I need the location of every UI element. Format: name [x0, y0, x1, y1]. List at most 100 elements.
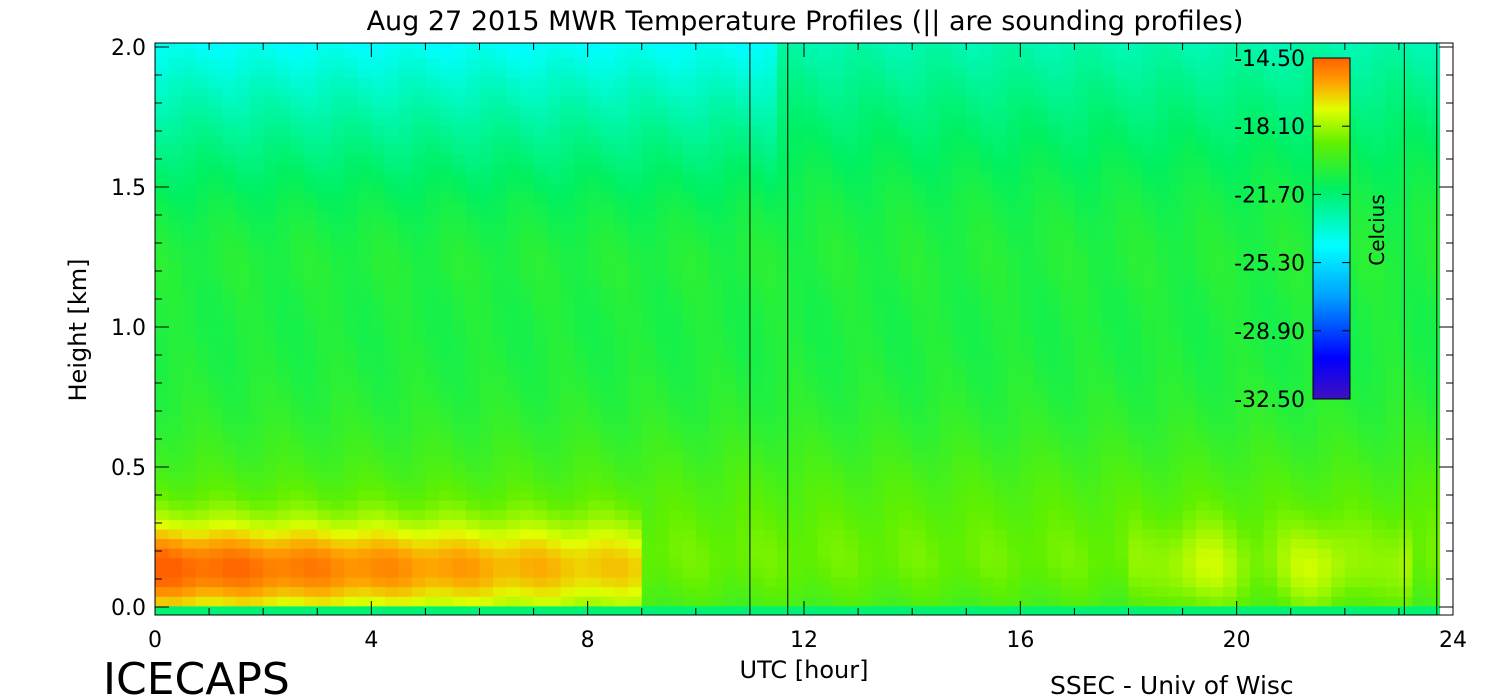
heatmap-cell [236, 317, 251, 328]
heatmap-cell [249, 346, 264, 357]
heatmap-cell [831, 230, 846, 242]
heatmap-cell [1209, 259, 1224, 270]
heatmap-cell [763, 86, 778, 97]
heatmap-cell [898, 605, 913, 615]
heatmap-cell [628, 96, 643, 107]
heatmap-cell [1101, 43, 1116, 49]
heatmap-cell [222, 346, 237, 357]
heatmap-cell [1196, 471, 1211, 482]
heatmap-cell [858, 327, 873, 338]
heatmap-cell [425, 240, 440, 251]
heatmap-cell [641, 548, 656, 559]
heatmap-cell [1142, 346, 1157, 357]
heatmap-cell [371, 259, 386, 270]
heatmap-cell [465, 211, 481, 222]
heatmap-cell [993, 86, 1008, 97]
heatmap-cell [209, 43, 224, 49]
heatmap-cell [452, 327, 467, 338]
heatmap-cell [966, 221, 981, 232]
heatmap-cell [1155, 115, 1170, 126]
heatmap-cell [736, 115, 751, 126]
heatmap-cell [682, 48, 697, 59]
heatmap-cell [695, 355, 710, 367]
heatmap-cell [1182, 67, 1197, 78]
heatmap-cell [682, 586, 697, 597]
heatmap-cell [1155, 394, 1170, 405]
heatmap-cell [831, 557, 846, 568]
heatmap-cell [1033, 365, 1048, 376]
heatmap-cell [1209, 355, 1224, 367]
heatmap-cell [993, 48, 1008, 59]
heatmap-cell [330, 125, 345, 136]
heatmap-cell [641, 298, 656, 309]
heatmap-cell [1033, 202, 1048, 213]
heatmap-cell [1223, 423, 1238, 434]
heatmap-cell [709, 317, 724, 328]
heatmap-cell [547, 605, 562, 615]
heatmap-cell [465, 548, 481, 559]
heatmap-cell [398, 240, 413, 251]
heatmap-cell [1020, 86, 1035, 97]
heatmap-cell [168, 432, 183, 443]
heatmap-cell [682, 548, 697, 559]
heatmap-cell [641, 182, 656, 194]
heatmap-cell [411, 221, 427, 232]
heatmap-cell [344, 538, 359, 549]
heatmap-cell [479, 605, 494, 615]
heatmap-cell [1142, 144, 1157, 155]
heatmap-cell [993, 153, 1008, 165]
heatmap-cell [614, 240, 629, 251]
heatmap-cell [979, 278, 994, 290]
heatmap-cell [749, 471, 765, 482]
heatmap-cell [1250, 423, 1265, 434]
heatmap-cell [317, 327, 332, 338]
heatmap-cell [844, 48, 859, 59]
heatmap-cell [303, 586, 318, 597]
heatmap-cell [898, 240, 913, 251]
heatmap-cell [303, 548, 318, 559]
heatmap-cell [614, 576, 629, 588]
heatmap-cell [249, 269, 264, 280]
heatmap-cell [560, 173, 575, 184]
heatmap-cell [939, 548, 954, 559]
heatmap-cell [1169, 548, 1184, 559]
heatmap-cell [912, 403, 927, 415]
heatmap-cell [547, 125, 562, 136]
heatmap-cell [547, 250, 562, 261]
heatmap-cell [844, 355, 859, 367]
heatmap-cell [1087, 269, 1103, 280]
heatmap-cell [952, 105, 967, 117]
heatmap-cell [398, 163, 413, 174]
heatmap-cell [898, 519, 913, 530]
heatmap-cell [1142, 86, 1157, 97]
heatmap-cell [182, 413, 197, 424]
heatmap-cell [655, 86, 670, 97]
heatmap-cell [831, 384, 846, 395]
heatmap-cell [1114, 211, 1130, 222]
heatmap-cell [628, 538, 643, 549]
heatmap-cell [330, 509, 345, 520]
heatmap-cell [155, 567, 170, 578]
heatmap-cell [763, 461, 778, 472]
heatmap-cell [993, 471, 1008, 482]
heatmap-cell [804, 586, 819, 597]
heatmap-cell [371, 480, 386, 492]
heatmap-cell [587, 240, 602, 251]
heatmap-cell [1006, 250, 1021, 261]
heatmap-cell [560, 230, 575, 242]
heatmap-cell [547, 451, 562, 463]
heatmap-cell [398, 432, 413, 443]
heatmap-cell [209, 307, 224, 318]
heatmap-cell [249, 259, 264, 270]
heatmap-cell [1236, 259, 1251, 270]
heatmap-cell [722, 490, 737, 501]
heatmap-cell [1209, 240, 1224, 251]
heatmap-cell [1196, 336, 1211, 347]
heatmap-cell [939, 538, 954, 549]
heatmap-cell [290, 557, 305, 568]
heatmap-cell [425, 43, 440, 49]
heatmap-cell [1114, 240, 1130, 251]
heatmap-cell [1020, 548, 1035, 559]
heatmap-cell [804, 57, 819, 69]
heatmap-cell [993, 43, 1008, 49]
